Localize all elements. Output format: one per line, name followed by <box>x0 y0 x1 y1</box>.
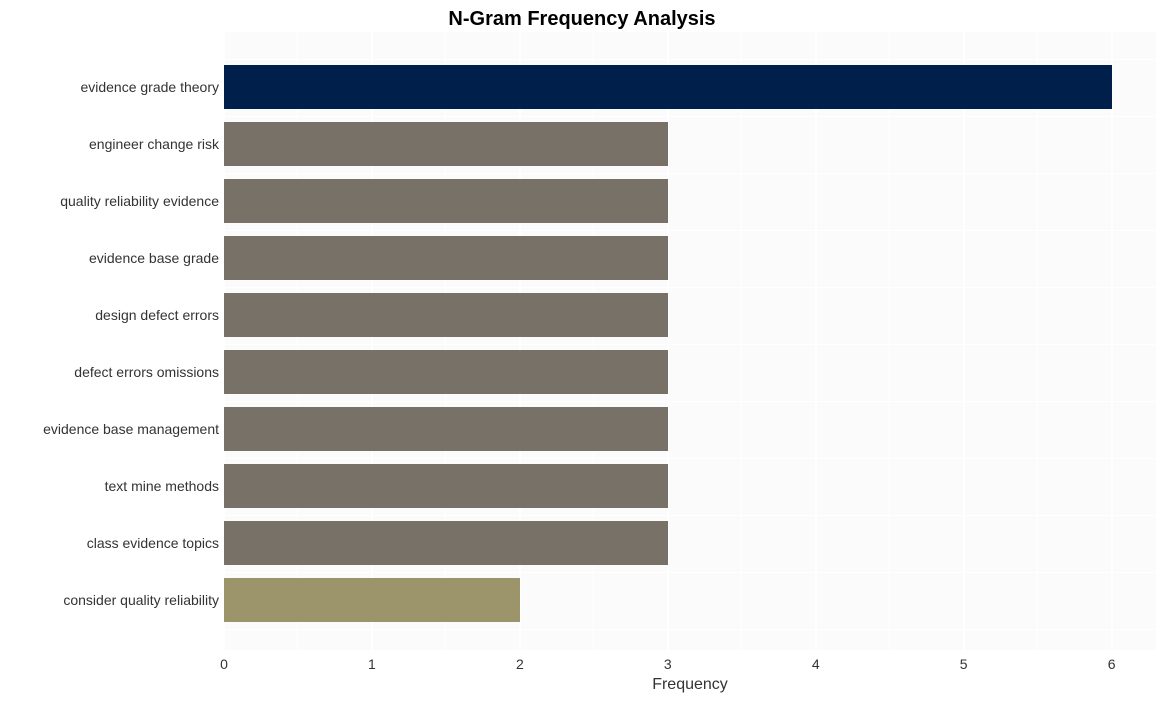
gridline-h <box>224 629 1156 630</box>
y-tick-label: design defect errors <box>9 307 219 323</box>
ngram-chart: N-Gram Frequency Analysis Frequency evid… <box>0 0 1164 701</box>
x-tick-label: 6 <box>1108 656 1116 672</box>
x-axis-label: Frequency <box>652 676 728 694</box>
x-tick-label: 4 <box>812 656 820 672</box>
y-tick-label: defect errors omissions <box>9 364 219 380</box>
gridline-h <box>224 59 1156 60</box>
gridline-minor <box>741 32 742 650</box>
y-tick-label: class evidence topics <box>9 535 219 551</box>
bar <box>224 179 668 223</box>
gridline-minor <box>1037 32 1038 650</box>
gridline-h <box>224 458 1156 459</box>
x-tick-label: 2 <box>516 656 524 672</box>
bar <box>224 122 668 166</box>
gridline-h <box>224 116 1156 117</box>
bar <box>224 236 668 280</box>
chart-title: N-Gram Frequency Analysis <box>0 8 1164 31</box>
gridline-minor <box>889 32 890 650</box>
y-tick-label: text mine methods <box>9 478 219 494</box>
y-tick-label: engineer change risk <box>9 136 219 152</box>
x-tick-label: 0 <box>220 656 228 672</box>
plot-area <box>224 32 1156 650</box>
gridline-h <box>224 515 1156 516</box>
bar <box>224 521 668 565</box>
bar <box>224 65 1112 109</box>
gridline-h <box>224 287 1156 288</box>
bar <box>224 293 668 337</box>
bar <box>224 578 520 622</box>
bar <box>224 407 668 451</box>
y-tick-label: quality reliability evidence <box>9 193 219 209</box>
x-tick-label: 1 <box>368 656 376 672</box>
y-tick-label: consider quality reliability <box>9 592 219 608</box>
y-tick-label: evidence grade theory <box>9 79 219 95</box>
x-tick-label: 5 <box>960 656 968 672</box>
gridline-major <box>1111 32 1113 650</box>
bar <box>224 350 668 394</box>
gridline-h <box>224 401 1156 402</box>
y-tick-label: evidence base grade <box>9 250 219 266</box>
gridline-h <box>224 344 1156 345</box>
gridline-major <box>963 32 965 650</box>
gridline-h <box>224 230 1156 231</box>
gridline-major <box>815 32 817 650</box>
gridline-h <box>224 572 1156 573</box>
bar <box>224 464 668 508</box>
y-tick-label: evidence base management <box>9 421 219 437</box>
gridline-h <box>224 173 1156 174</box>
x-tick-label: 3 <box>664 656 672 672</box>
